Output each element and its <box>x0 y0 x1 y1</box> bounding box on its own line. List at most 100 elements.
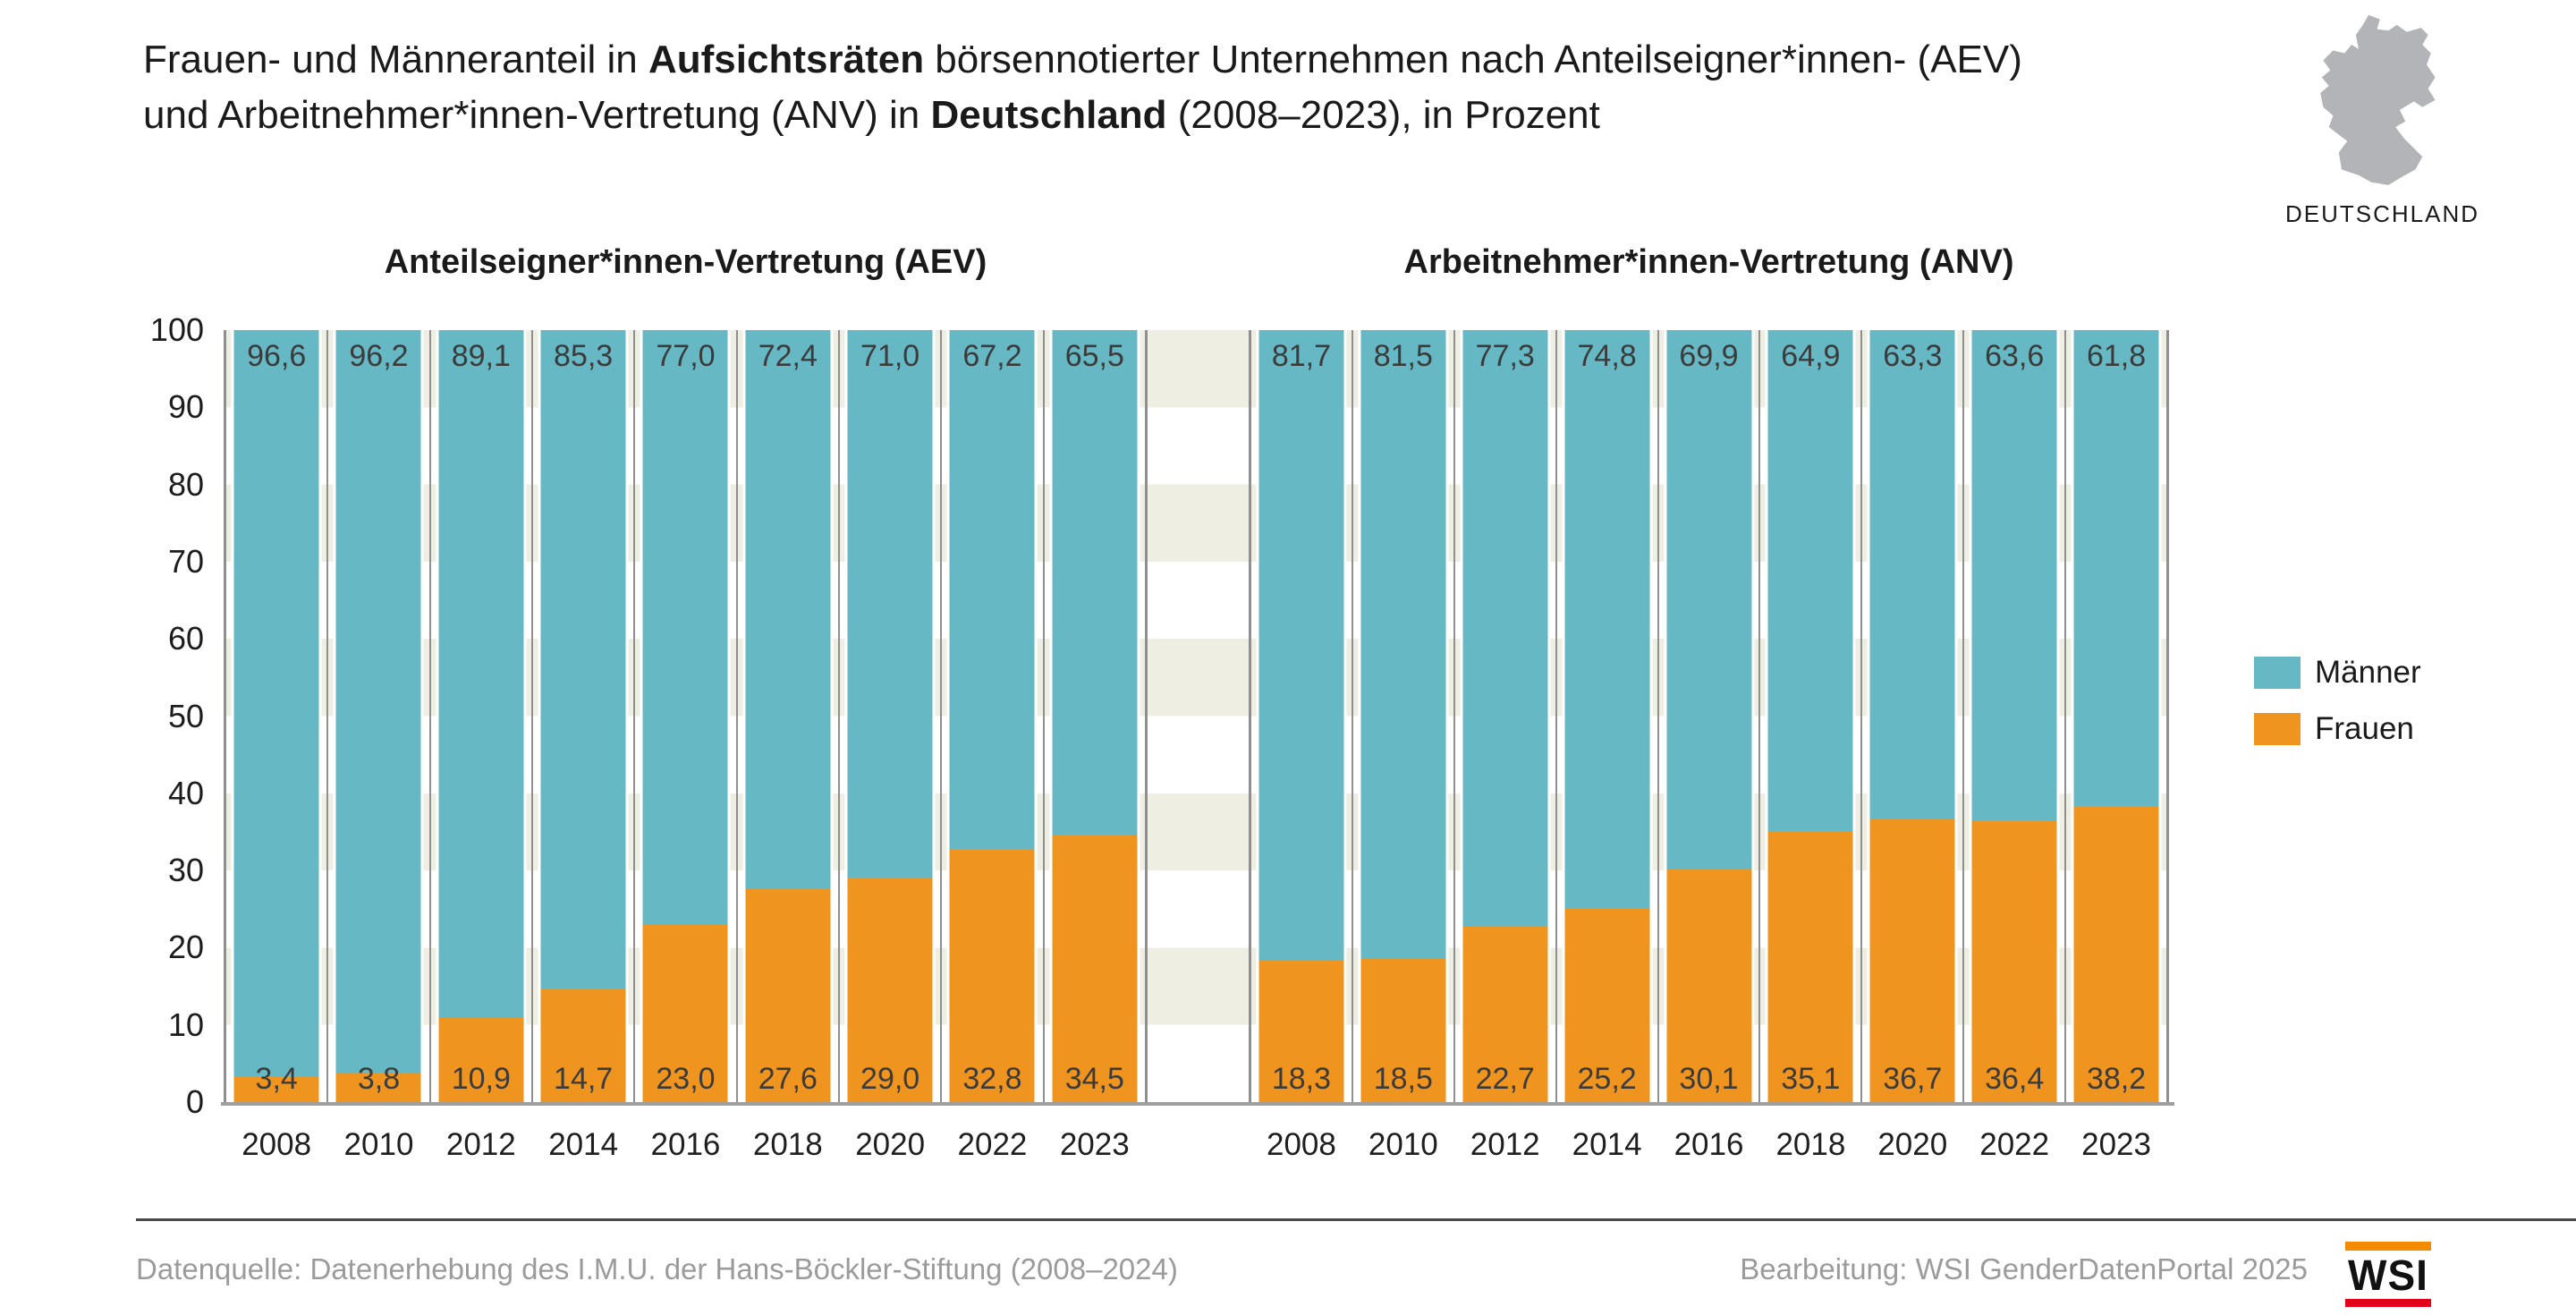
x-axis-line <box>221 1102 2174 1106</box>
bar-column: 63,6 36,4 2022 <box>1964 330 2067 1162</box>
bar-column: 81,7 18,3 2008 <box>1251 330 1353 1162</box>
bar-value-label-maenner: 63,3 <box>1883 339 1943 373</box>
y-axis: 100 90 80 70 60 50 40 30 20 10 0 <box>0 312 204 1120</box>
bar-value-label-maenner: 74,8 <box>1577 339 1637 373</box>
legend-swatch-maenner <box>2254 657 2301 689</box>
bar-column: 67,2 32,8 2022 <box>942 330 1045 1162</box>
legend-label-maenner: Männer <box>2315 655 2421 690</box>
bar-segment-frauen <box>1971 820 2057 1102</box>
bar-segment-maenner <box>847 330 933 878</box>
bar-segment-maenner <box>745 330 831 889</box>
bar-segment-maenner <box>1462 330 1548 928</box>
bar-segment-maenner <box>1971 330 2057 821</box>
y-tick-label: 100 <box>149 311 204 348</box>
x-axis-year-label: 2022 <box>1979 1127 2050 1162</box>
bar-value-label-maenner: 77,0 <box>656 339 716 373</box>
bar-value-label-frauen: 35,1 <box>1781 1062 1841 1096</box>
x-axis-year-label: 2010 <box>1368 1127 1438 1162</box>
wsi-logo-orange-bar <box>2345 1242 2431 1251</box>
y-tick-label: 10 <box>167 1005 204 1043</box>
title-line-2: und Arbeitnehmer*innen-Vertretung (ANV) … <box>143 88 2022 143</box>
stacked-bar <box>742 330 834 1102</box>
bar-segment-maenner <box>642 330 728 925</box>
bar-segment-frauen <box>1052 836 1138 1102</box>
bar-segment-maenner <box>949 330 1035 849</box>
bar-segment-frauen <box>745 888 831 1102</box>
stacked-bar <box>333 330 424 1102</box>
region-block: DEUTSCHLAND <box>2272 11 2479 228</box>
bar-column: 74,8 25,2 2014 <box>1557 330 1659 1162</box>
bar-segment-maenner <box>233 330 319 1076</box>
x-axis-year-label: 2014 <box>1572 1127 1642 1162</box>
bar-value-label-frauen: 32,8 <box>962 1062 1022 1096</box>
bar-column: 77,3 22,7 2012 <box>1455 330 1557 1162</box>
bar-segment-frauen <box>847 878 933 1102</box>
bar-segment-frauen <box>438 1017 524 1102</box>
page-title: Frauen- und Männeranteil in Aufsichtsrät… <box>143 32 2022 143</box>
stacked-bar <box>231 330 322 1102</box>
y-tick-label: 90 <box>167 388 204 426</box>
bar-column: 63,3 36,7 2020 <box>1862 330 1965 1162</box>
legend-label-frauen: Frauen <box>2315 711 2414 746</box>
plot-area: 96,6 3,4 2008 96,2 3,8 2010 89,1 10,9 2012 85,3 14… <box>224 330 2169 1162</box>
bar-column: 85,3 14,7 2014 <box>533 330 636 1162</box>
x-axis-year-label: 2018 <box>752 1127 823 1162</box>
x-axis-year-label: 2016 <box>650 1127 721 1162</box>
wsi-logo-text: WSI <box>2348 1250 2428 1300</box>
panel-anv: 81,7 18,3 2008 81,5 18,5 2010 77,3 22,7 2012 74,8… <box>1249 330 2169 1162</box>
bar-value-label-frauen: 29,0 <box>860 1062 920 1096</box>
bar-value-label-frauen: 14,7 <box>554 1062 614 1096</box>
stacked-bar <box>1562 330 1653 1102</box>
bar-segment-maenner <box>1564 330 1650 908</box>
bar-value-label-frauen: 23,0 <box>656 1062 716 1096</box>
bar-segment-frauen <box>1767 831 1853 1102</box>
bar-segment-frauen <box>1258 961 1344 1102</box>
x-axis-year-label: 2020 <box>1877 1127 1948 1162</box>
stacked-bar <box>844 330 936 1102</box>
bar-value-label-maenner: 81,7 <box>1271 339 1332 373</box>
bar-value-label-maenner: 96,2 <box>349 339 409 373</box>
stacked-bar <box>1358 330 1449 1102</box>
bar-value-label-maenner: 63,6 <box>1985 339 2045 373</box>
x-axis-year-label: 2016 <box>1674 1127 1744 1162</box>
y-tick-label: 0 <box>185 1083 204 1120</box>
wsi-logo: WSI <box>2345 1242 2431 1307</box>
bar-segment-frauen <box>1360 959 1446 1102</box>
bar-segment-frauen <box>1462 927 1548 1102</box>
stacked-bar <box>640 330 731 1102</box>
bar-column: 64,9 35,1 2018 <box>1760 330 1863 1162</box>
legend: Männer Frauen <box>2254 655 2421 769</box>
bar-value-label-frauen: 30,1 <box>1679 1062 1739 1096</box>
bar-segment-frauen <box>949 848 1035 1102</box>
bar-value-label-frauen: 3,4 <box>255 1062 298 1096</box>
legend-item-frauen: Frauen <box>2254 711 2421 746</box>
germany-map-icon <box>2320 14 2436 185</box>
y-tick-label: 80 <box>167 465 204 503</box>
bar-segment-frauen <box>540 988 626 1102</box>
bar-column: 65,5 34,5 2023 <box>1045 330 1145 1162</box>
bar-value-label-maenner: 61,8 <box>2086 339 2147 373</box>
wsi-logo-red-bar <box>2345 1299 2431 1307</box>
stacked-bar <box>1256 330 1347 1102</box>
title-text: Frauen- und Männeranteil in <box>143 38 648 81</box>
title-bold-aufsichtsraete: Aufsichtsräten <box>648 38 925 81</box>
bar-column: 81,5 18,5 2010 <box>1353 330 1455 1162</box>
x-axis-year-label: 2023 <box>1059 1127 1130 1162</box>
bar-value-label-maenner: 65,5 <box>1064 339 1124 373</box>
x-axis-year-label: 2022 <box>957 1127 1028 1162</box>
bar-column: 77,0 23,0 2016 <box>635 330 738 1162</box>
footer-source: Datenquelle: Datenerhebung des I.M.U. de… <box>136 1252 1178 1285</box>
bar-column: 96,2 3,8 2010 <box>328 330 431 1162</box>
bar-value-label-maenner: 89,1 <box>451 339 511 373</box>
bar-segment-maenner <box>540 330 626 989</box>
y-tick-label: 60 <box>167 620 204 658</box>
bar-value-label-maenner: 85,3 <box>554 339 614 373</box>
panel-aev: 96,6 3,4 2008 96,2 3,8 2010 89,1 10,9 2012 85,3 14… <box>224 330 1148 1162</box>
bar-value-label-frauen: 3,8 <box>357 1062 401 1096</box>
legend-swatch-frauen <box>2254 713 2301 745</box>
bar-value-label-frauen: 36,4 <box>1985 1062 2045 1096</box>
bar-segment-maenner <box>1052 330 1138 836</box>
stacked-bar <box>1867 330 1958 1102</box>
x-axis-year-label: 2020 <box>855 1127 926 1162</box>
